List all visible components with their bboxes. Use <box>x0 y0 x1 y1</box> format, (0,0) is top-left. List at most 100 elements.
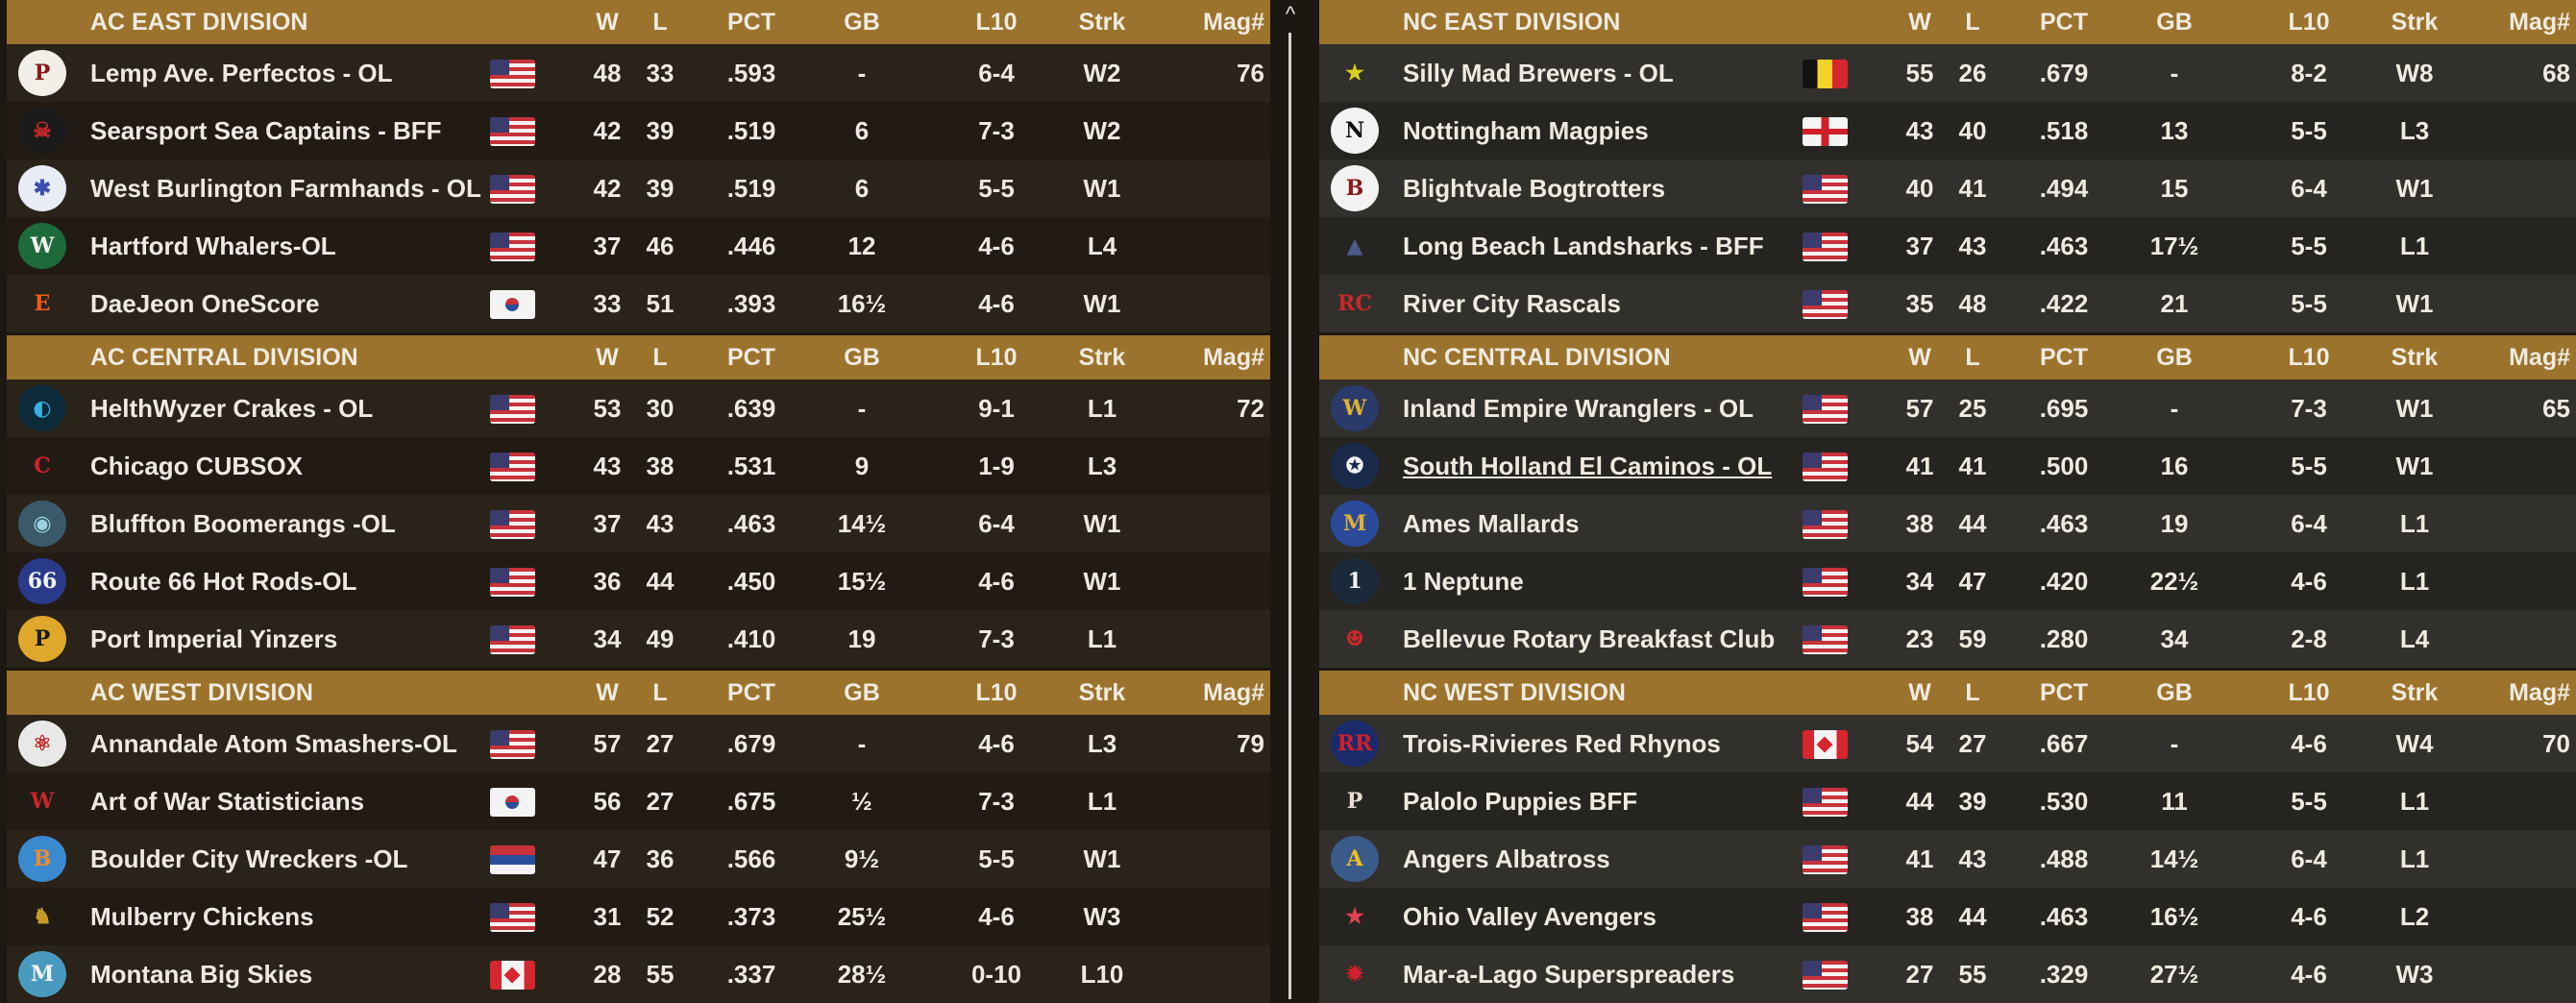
column-header-w[interactable]: W <box>596 9 619 36</box>
team-name-link[interactable]: Route 66 Hot Rods-OL <box>90 567 357 596</box>
team-name-link[interactable]: Port Imperial Yinzers <box>90 624 338 653</box>
team-row[interactable]: P Lemp Ave. Perfectos - OL 48 33 .593 - 6-4 W2 7… <box>7 44 1270 102</box>
team-row[interactable]: RC River City Rascals 35 48 .422 21 5-5 W1 <box>1319 275 2576 332</box>
team-row[interactable]: ◉ Bluffton Boomerangs -OL 37 43 .463 14½ 6-4 W1 <box>7 495 1270 552</box>
team-logo-icon[interactable]: A <box>1331 836 1379 882</box>
team-logo-icon[interactable]: ◉ <box>18 501 66 547</box>
team-name-link[interactable]: Long Beach Landsharks - BFF <box>1403 232 1764 260</box>
team-logo-icon[interactable]: E <box>34 291 51 316</box>
column-header-l[interactable]: L <box>1965 679 1980 706</box>
scrollbar[interactable]: ^ <box>1284 0 1297 999</box>
team-logo-icon[interactable]: M <box>1331 501 1379 547</box>
column-header-strk[interactable]: Strk <box>1078 679 1126 706</box>
team-logo-icon[interactable]: ▲ <box>1346 233 1363 258</box>
column-header-w[interactable]: W <box>596 679 619 706</box>
team-name-link[interactable]: Bellevue Rotary Breakfast Club <box>1403 624 1776 653</box>
team-row[interactable]: W Hartford Whalers-OL 37 46 .446 12 4-6 L4 <box>7 217 1270 275</box>
column-header-w[interactable]: W <box>1908 679 1931 706</box>
team-row[interactable]: ♞ Mulberry Chickens 31 52 .373 25½ 4-6 W3 <box>7 888 1270 945</box>
column-header-w[interactable]: W <box>596 344 619 371</box>
column-header-strk[interactable]: Strk <box>1078 9 1126 36</box>
team-name-link[interactable]: Angers Albatross <box>1403 844 1610 873</box>
column-header-l10[interactable]: L10 <box>2288 344 2330 371</box>
team-logo-icon[interactable]: M <box>18 951 66 997</box>
team-logo-icon[interactable]: P <box>1346 789 1363 814</box>
column-header-l10[interactable]: L10 <box>2288 679 2330 706</box>
team-row[interactable]: RR Trois-Rivieres Red Rhynos 54 27 .667 - 4-6 W… <box>1319 715 2576 772</box>
column-header-mag[interactable]: Mag# <box>2509 679 2570 706</box>
team-row[interactable]: W Art of War Statisticians 56 27 .675 ½ 7-3 L1 <box>7 772 1270 830</box>
team-logo-icon[interactable]: RR <box>1331 721 1379 767</box>
team-logo-icon[interactable]: 1 <box>1331 558 1379 604</box>
team-row[interactable]: C Chicago CUBSOX 43 38 .531 9 1-9 L3 <box>7 437 1270 495</box>
column-header-strk[interactable]: Strk <box>2391 9 2439 36</box>
team-row[interactable]: ✱ West Burlington Farmhands - OL 42 39 .519 6… <box>7 159 1270 217</box>
team-name-link[interactable]: Montana Big Skies <box>90 960 313 989</box>
column-header-mag[interactable]: Mag# <box>1203 9 1264 36</box>
team-logo-icon[interactable]: ✹ <box>1345 962 1364 987</box>
column-header-strk[interactable]: Strk <box>2391 344 2439 371</box>
team-logo-icon[interactable]: C <box>34 453 51 478</box>
team-row[interactable]: W Inland Empire Wranglers - OL 57 25 .695 - 7-… <box>1319 379 2576 437</box>
team-name-link[interactable]: Palolo Puppies BFF <box>1403 787 1638 816</box>
team-logo-icon[interactable]: W <box>1331 385 1379 431</box>
column-header-pct[interactable]: PCT <box>727 9 775 36</box>
team-name-link[interactable]: West Burlington Farmhands - OL <box>90 174 481 203</box>
team-row[interactable]: ⚛ Annandale Atom Smashers-OL 57 27 .679 - 4-6 L… <box>7 715 1270 772</box>
scrollbar-track[interactable] <box>1288 33 1291 999</box>
team-row[interactable]: ◐ HelthWyzer Crakes - OL 53 30 .639 - 9-1 L1 72 <box>7 379 1270 437</box>
column-header-pct[interactable]: PCT <box>2040 679 2088 706</box>
team-name-link[interactable]: Mulberry Chickens <box>90 902 314 931</box>
team-logo-icon[interactable]: ⚛ <box>18 721 66 767</box>
column-header-l[interactable]: L <box>1965 9 1980 36</box>
team-row[interactable]: P Palolo Puppies BFF 44 39 .530 11 5-5 L1 <box>1319 772 2576 830</box>
column-header-l10[interactable]: L10 <box>975 679 1018 706</box>
column-header-mag[interactable]: Mag# <box>2509 344 2570 371</box>
column-header-w[interactable]: W <box>1908 9 1931 36</box>
column-header-pct[interactable]: PCT <box>2040 344 2088 371</box>
column-header-strk[interactable]: Strk <box>1078 344 1126 371</box>
column-header-l10[interactable]: L10 <box>975 9 1018 36</box>
column-header-l[interactable]: L <box>652 679 668 706</box>
column-header-gb[interactable]: GB <box>2156 679 2193 706</box>
column-header-l[interactable]: L <box>652 344 668 371</box>
team-row[interactable]: ☠ Searsport Sea Captains - BFF 42 39 .519 6 7-… <box>7 102 1270 159</box>
column-header-w[interactable]: W <box>1908 344 1931 371</box>
team-row[interactable]: M Ames Mallards 38 44 .463 19 6-4 L1 <box>1319 495 2576 552</box>
column-header-mag[interactable]: Mag# <box>1203 679 1264 706</box>
team-name-link[interactable]: DaeJeon OneScore <box>90 289 320 318</box>
column-header-pct[interactable]: PCT <box>727 679 775 706</box>
team-logo-icon[interactable]: P <box>18 616 66 662</box>
team-name-link[interactable]: Nottingham Magpies <box>1403 116 1649 145</box>
team-logo-icon[interactable]: ☠ <box>18 108 66 154</box>
column-header-l[interactable]: L <box>1965 344 1980 371</box>
team-logo-icon[interactable]: RC <box>1337 291 1372 316</box>
column-header-gb[interactable]: GB <box>844 679 880 706</box>
column-header-gb[interactable]: GB <box>2156 9 2193 36</box>
team-row[interactable]: N Nottingham Magpies 43 40 .518 13 5-5 L3 <box>1319 102 2576 159</box>
team-row[interactable]: ★ Ohio Valley Avengers 38 44 .463 16½ 4-6 L2 <box>1319 888 2576 945</box>
team-name-link[interactable]: 1 Neptune <box>1403 567 1524 596</box>
team-row[interactable]: ✪ South Holland El Caminos - OL 41 41 .500 16… <box>1319 437 2576 495</box>
column-header-gb[interactable]: GB <box>2156 344 2193 371</box>
column-header-mag[interactable]: Mag# <box>2509 9 2570 36</box>
team-name-link[interactable]: Ames Mallards <box>1403 509 1580 538</box>
team-logo-icon[interactable]: ✪ <box>1331 443 1379 489</box>
column-header-l[interactable]: L <box>652 9 668 36</box>
team-name-link[interactable]: Boulder City Wreckers -OL <box>90 844 408 873</box>
team-logo-icon[interactable]: B <box>18 836 66 882</box>
team-logo-icon[interactable]: P <box>18 50 66 96</box>
team-name-link[interactable]: Trois-Rivieres Red Rhynos <box>1403 729 1721 758</box>
team-name-link[interactable]: HelthWyzer Crakes - OL <box>90 394 374 423</box>
column-header-gb[interactable]: GB <box>844 9 880 36</box>
scroll-up-icon[interactable]: ^ <box>1285 2 1296 26</box>
team-name-link[interactable]: Ohio Valley Avengers <box>1403 902 1656 931</box>
team-name-link[interactable]: Searsport Sea Captains - BFF <box>90 116 442 145</box>
team-name-link[interactable]: Silly Mad Brewers - OL <box>1403 59 1674 87</box>
team-name-link[interactable]: Mar-a-Lago Superspreaders <box>1403 960 1735 989</box>
team-row[interactable]: P Port Imperial Yinzers 34 49 .410 19 7-3 L1 <box>7 610 1270 668</box>
column-header-strk[interactable]: Strk <box>2391 679 2439 706</box>
team-name-link[interactable]: Blightvale Bogtrotters <box>1403 174 1666 203</box>
team-row[interactable]: 1 1 Neptune 34 47 .420 22½ 4-6 L1 <box>1319 552 2576 610</box>
team-logo-icon[interactable]: B <box>1331 165 1379 211</box>
